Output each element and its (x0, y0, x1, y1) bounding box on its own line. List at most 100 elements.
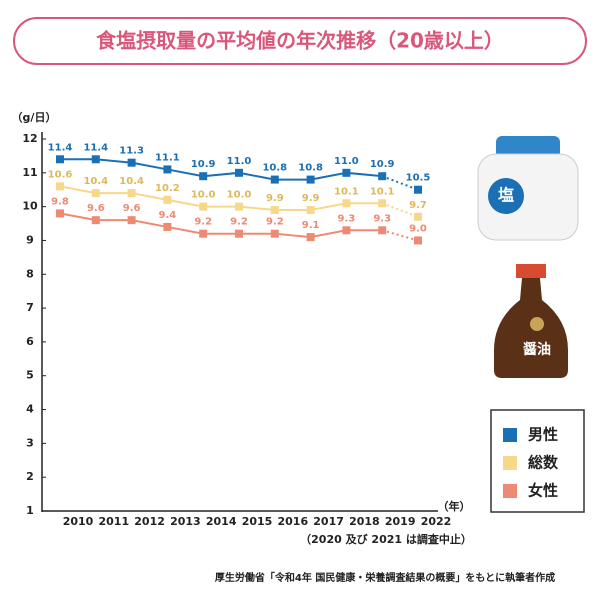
chart-title: 食塩摂取量の平均値の年次推移（20歳以上） (96, 29, 504, 53)
x-tick-label: 2011 (98, 515, 129, 528)
y-tick-label: 10 (22, 200, 38, 213)
value-label: 9.2 (194, 217, 212, 228)
point (378, 199, 387, 208)
x-tick-label: 2010 (63, 515, 94, 528)
value-label: 9.0 (409, 223, 427, 234)
y-tick-label: 7 (26, 301, 34, 314)
series-line (59, 185, 383, 212)
legend-swatch (503, 484, 517, 498)
point (414, 185, 422, 194)
value-label: 10.1 (370, 186, 395, 197)
value-label: 9.2 (266, 217, 284, 228)
series-line (59, 212, 383, 239)
x-tick-label: 2015 (242, 515, 273, 528)
value-label: 9.6 (87, 203, 105, 214)
y-tick-label: 2 (26, 470, 34, 483)
value-label: 9.6 (123, 203, 141, 214)
value-label: 10.1 (334, 186, 359, 197)
point (163, 195, 172, 204)
point (91, 155, 100, 164)
y-tick-label: 4 (26, 403, 34, 416)
value-label: 9.3 (373, 213, 391, 224)
value-label: 10.6 (48, 169, 73, 180)
point (342, 168, 351, 177)
y-tick-label: 9 (26, 233, 34, 246)
legend-label: 男性 (528, 426, 558, 444)
salt-illustration: 塩 (477, 136, 579, 241)
point (342, 226, 351, 235)
legend-label: 総数 (528, 454, 559, 472)
value-label: 11.0 (227, 156, 252, 167)
value-label: 9.8 (51, 196, 69, 207)
series-line-dotted (381, 202, 419, 218)
x-tick-label: 2012 (134, 515, 165, 528)
legend-swatch (503, 428, 517, 442)
point (56, 209, 64, 218)
x-tick-label: 2014 (206, 515, 237, 528)
point (378, 172, 387, 181)
point (306, 175, 315, 184)
value-label: 10.8 (262, 163, 287, 174)
value-label: 9.9 (266, 193, 284, 204)
point (270, 175, 279, 184)
point (163, 165, 172, 174)
x-tick-label: 2018 (349, 515, 380, 528)
y-tick-label: 3 (26, 436, 34, 449)
x-axis-label: （年） (438, 499, 471, 513)
point (235, 202, 243, 211)
series-line-dotted (381, 175, 419, 191)
point (414, 212, 422, 221)
x-tick-label: 2013 (170, 515, 201, 528)
series-line (60, 158, 383, 181)
point (378, 226, 387, 235)
point (306, 206, 315, 215)
legend-label: 女性 (528, 482, 558, 500)
x-tick-label: 2022 (421, 515, 452, 528)
y-tick-label: 11 (22, 166, 37, 179)
point (270, 229, 279, 238)
point (56, 182, 64, 191)
y-tick-label: 12 (22, 132, 37, 145)
x-tick-label: 2017 (313, 515, 344, 528)
point (414, 236, 422, 245)
soy-label: 醤油 (523, 341, 551, 358)
value-label: 11.0 (334, 156, 359, 167)
value-label: 9.9 (302, 193, 320, 204)
y-tick-label: 1 (26, 504, 34, 517)
point (235, 168, 243, 177)
value-label: 11.4 (48, 142, 73, 153)
value-label: 10.9 (191, 159, 216, 170)
legend-swatch (503, 456, 517, 470)
value-label: 10.2 (155, 183, 180, 194)
value-label: 10.4 (83, 176, 108, 187)
note: （2020 及び 2021 は調査中止） (300, 532, 472, 546)
point (270, 206, 279, 215)
value-label: 10.5 (406, 173, 431, 184)
y-tick-label: 8 (26, 267, 34, 280)
x-tick-label: 2019 (385, 515, 416, 528)
point (342, 199, 351, 208)
value-label: 9.2 (230, 217, 248, 228)
y-axis-label: （g/日） (12, 111, 57, 124)
point (306, 233, 315, 242)
value-label: 9.3 (338, 213, 356, 224)
soy-illustration: 醤油 (494, 264, 568, 378)
source: 厚生労働省「令和4年 国民健康・栄養調査結果の概要」をもとに執筆者作成 (215, 571, 555, 584)
point (163, 222, 172, 231)
point (235, 229, 243, 238)
point (91, 216, 100, 225)
x-tick-label: 2016 (277, 515, 308, 528)
point (127, 216, 136, 225)
value-label: 9.1 (302, 220, 320, 231)
point (199, 172, 208, 181)
point (56, 155, 64, 164)
value-label: 10.0 (227, 190, 252, 201)
value-label: 10.9 (370, 159, 395, 170)
value-label: 11.1 (155, 152, 180, 163)
value-label: 11.3 (119, 146, 144, 157)
value-label: 10.4 (119, 176, 144, 187)
series-line-dotted (381, 229, 419, 242)
value-label: 10.0 (191, 190, 216, 201)
point (199, 202, 208, 211)
